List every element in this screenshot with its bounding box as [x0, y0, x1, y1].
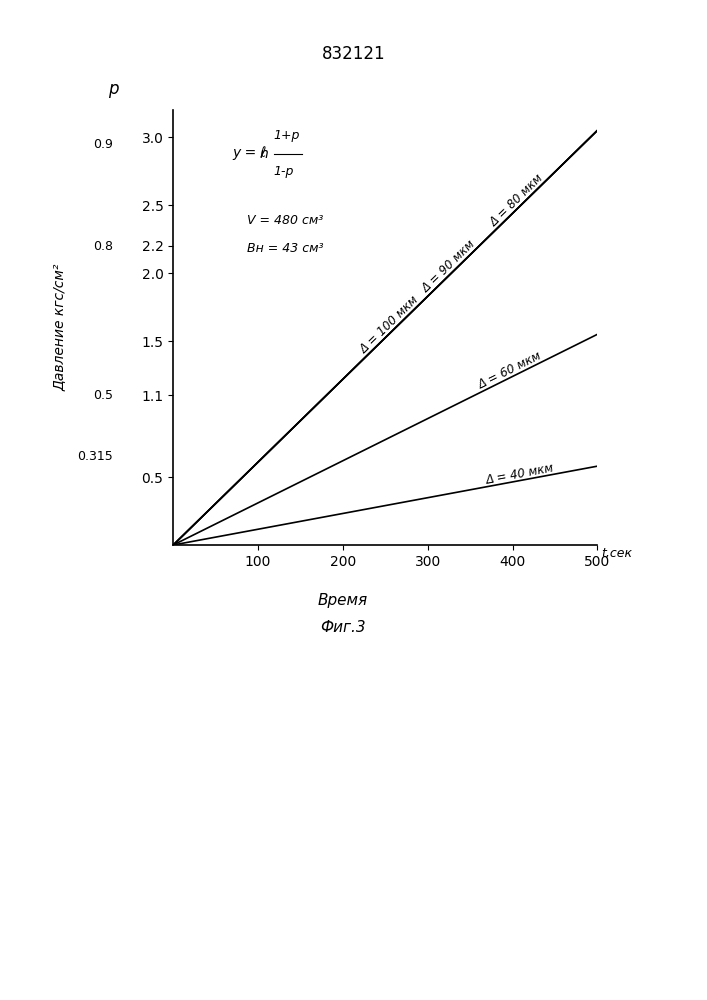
Text: Фиг.3: Фиг.3: [320, 620, 366, 635]
Text: 0.8: 0.8: [93, 240, 113, 253]
Text: y = ℓ: y = ℓ: [233, 146, 267, 160]
Text: Δ = 60 мкм: Δ = 60 мкм: [476, 349, 544, 392]
Text: Bн = 43 см³: Bн = 43 см³: [247, 242, 323, 255]
Text: V = 480 см³: V = 480 см³: [247, 214, 323, 227]
Text: 832121: 832121: [322, 45, 385, 63]
Text: Δ = 80 мкм: Δ = 80 мкм: [487, 172, 546, 229]
Text: 1-p: 1-p: [274, 165, 294, 178]
Text: t,сек: t,сек: [601, 546, 632, 560]
Text: р: р: [108, 80, 118, 98]
Text: Δ = 40 мкм: Δ = 40 мкм: [485, 461, 555, 487]
Text: Время: Время: [318, 593, 368, 608]
Text: 0.5: 0.5: [93, 389, 113, 402]
Text: Δ = 90 мкм: Δ = 90 мкм: [419, 238, 478, 295]
Text: Δ = 100 мкм: Δ = 100 мкм: [357, 293, 421, 356]
Text: 0.9: 0.9: [93, 138, 113, 151]
Text: 0.315: 0.315: [77, 450, 113, 463]
Text: n: n: [259, 146, 268, 160]
Text: 1+p: 1+p: [274, 128, 300, 141]
Text: Давление кгс/см²: Давление кгс/см²: [53, 264, 67, 391]
